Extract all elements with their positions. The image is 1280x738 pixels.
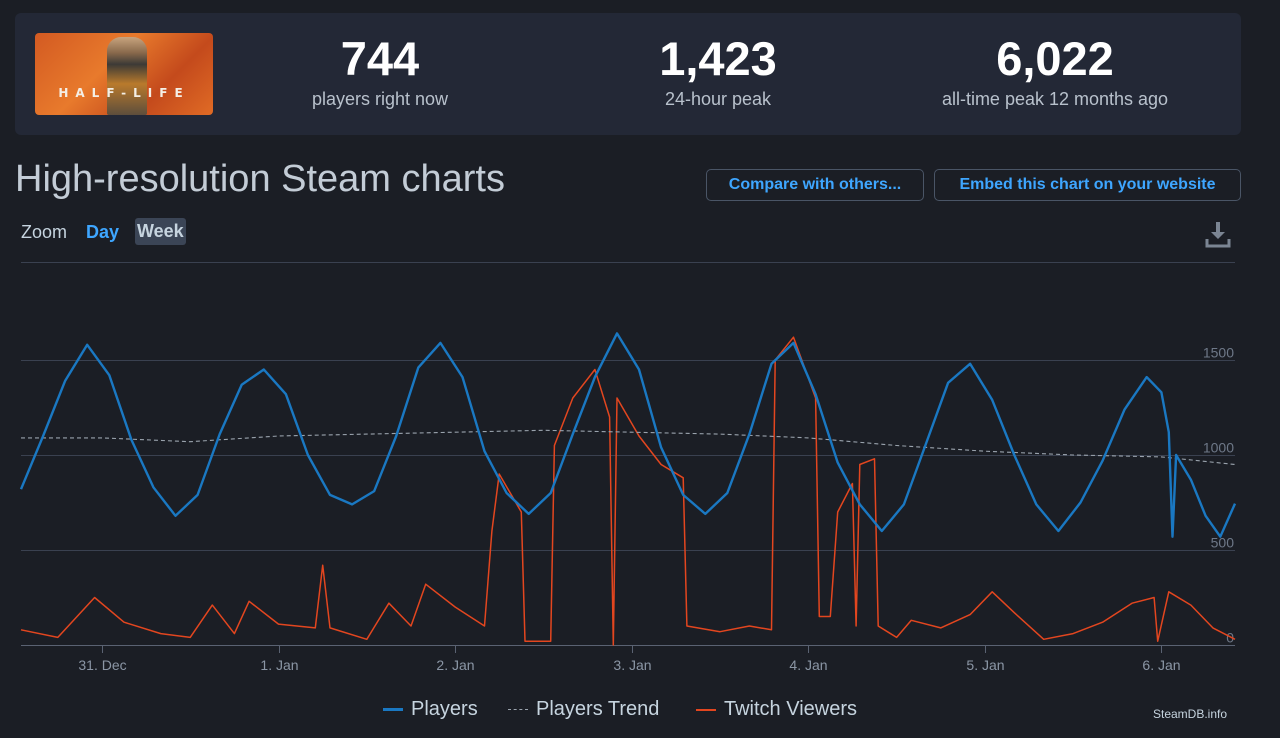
x-tick-label: 4. Jan xyxy=(789,657,827,673)
x-tick-label: 31. Dec xyxy=(78,657,126,673)
page-title: High-resolution Steam charts xyxy=(15,158,505,200)
stat-label: players right now xyxy=(311,89,449,109)
download-icon[interactable] xyxy=(1205,220,1231,248)
legend-label: Twitch Viewers xyxy=(724,698,858,720)
series-players-trend-line xyxy=(21,429,1236,466)
legend-players-trend[interactable]: Players Trend xyxy=(508,697,659,721)
x-tick-label: 1. Jan xyxy=(260,657,298,673)
legend-trend-swatch xyxy=(508,709,528,711)
legend-players-swatch xyxy=(383,708,403,712)
stat-current-players: 744 players right now xyxy=(265,31,495,111)
stat-value: 1,423 xyxy=(659,32,777,85)
game-header-image[interactable]: HALF-LIFE xyxy=(35,33,213,115)
zoom-day-button[interactable]: Day xyxy=(86,222,120,242)
x-tick-label: 6. Jan xyxy=(1142,657,1180,673)
x-tick-label: 2. Jan xyxy=(436,657,474,673)
y-tick-label: 500 xyxy=(1211,535,1235,551)
steamdb-credit[interactable]: SteamDB.info xyxy=(1153,707,1228,721)
legend-twitch-swatch xyxy=(696,708,716,711)
stats-panel: HALF-LIFE 744 players right now 1,423 24… xyxy=(15,13,1241,135)
stat-24h-peak: 1,423 24-hour peak xyxy=(603,31,833,111)
stat-value: 744 xyxy=(340,32,420,85)
zoom-week-button[interactable]: Week xyxy=(135,218,186,245)
series-twitch-viewers-line xyxy=(20,336,1236,646)
stat-value: 6,022 xyxy=(996,32,1114,85)
game-logo-text: HALF-LIFE xyxy=(58,86,190,100)
stat-label: 24-hour peak xyxy=(664,89,772,109)
series-players-line xyxy=(19,332,1237,538)
zoom-label: Zoom xyxy=(21,222,68,242)
stat-label: all-time peak 12 months ago xyxy=(941,89,1169,109)
legend-label: Players Trend xyxy=(536,698,660,720)
game-character-art xyxy=(107,37,147,115)
legend-label: Players xyxy=(411,698,478,720)
stat-all-time-peak: 6,022 all-time peak 12 months ago xyxy=(905,31,1205,111)
x-tick-label: 3. Jan xyxy=(613,657,651,673)
y-tick-label: 1500 xyxy=(1203,345,1234,361)
legend-twitch-viewers[interactable]: Twitch Viewers xyxy=(696,697,857,721)
x-tick-label: 5. Jan xyxy=(966,657,1004,673)
y-tick-label: 1000 xyxy=(1203,440,1234,456)
embed-chart-button[interactable]: Embed this chart on your website xyxy=(934,169,1241,201)
compare-button[interactable]: Compare with others... xyxy=(706,169,924,201)
legend-players[interactable]: Players xyxy=(383,697,478,721)
